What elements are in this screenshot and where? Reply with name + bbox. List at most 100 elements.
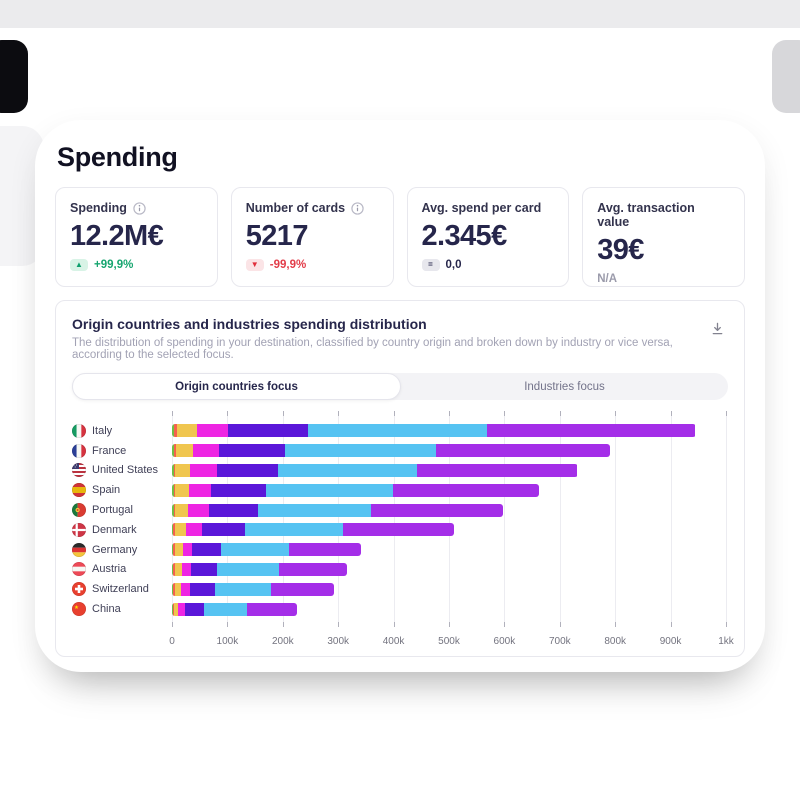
- bar-segment[interactable]: [181, 582, 191, 596]
- bar-segment[interactable]: [175, 523, 186, 537]
- info-icon[interactable]: [351, 201, 364, 215]
- bar-segment[interactable]: [370, 503, 503, 517]
- bar-segment[interactable]: [173, 463, 176, 477]
- bar-segment[interactable]: [188, 503, 209, 517]
- country-label: Spain: [72, 483, 172, 498]
- flag-icon-pt: [72, 503, 86, 518]
- stacked-bar: [172, 483, 539, 497]
- axis-tick: [338, 411, 340, 416]
- info-icon[interactable]: [133, 201, 146, 215]
- chart-row: Denmark: [72, 520, 728, 540]
- bar-segment[interactable]: [188, 483, 211, 497]
- axis-tick: [615, 411, 617, 416]
- bar-segment[interactable]: [284, 444, 436, 458]
- stacked-bar: [172, 424, 696, 438]
- bar-segment[interactable]: [173, 523, 176, 537]
- bar-segment[interactable]: [173, 503, 176, 517]
- bar-segment[interactable]: [184, 602, 204, 616]
- bar-segment[interactable]: [172, 543, 175, 557]
- bar-segment[interactable]: [172, 602, 174, 616]
- page-title: Spending: [57, 142, 178, 172]
- bar-segment[interactable]: [227, 424, 308, 438]
- axis-tick: [615, 622, 617, 627]
- bar-segment[interactable]: [174, 444, 177, 458]
- bar-segment[interactable]: [172, 503, 174, 517]
- bar-segment[interactable]: [178, 602, 185, 616]
- bar-segment[interactable]: [176, 444, 194, 458]
- bar-segment[interactable]: [192, 543, 222, 557]
- bar-segment[interactable]: [172, 523, 174, 537]
- bar-segment[interactable]: [247, 602, 297, 616]
- chart-row: Italy: [72, 421, 728, 441]
- bar-segment[interactable]: [183, 543, 193, 557]
- bar-segment[interactable]: [202, 523, 246, 537]
- bar-segment[interactable]: [203, 602, 248, 616]
- background-card-left: [0, 40, 28, 113]
- bar-segment[interactable]: [196, 424, 228, 438]
- bar-segment[interactable]: [221, 543, 289, 557]
- kpi-value: 5217: [245, 220, 309, 252]
- bar-segment[interactable]: [257, 503, 371, 517]
- stacked-bar: [172, 562, 347, 576]
- bar-segment[interactable]: [172, 582, 175, 596]
- bar-segment[interactable]: [245, 523, 343, 537]
- kpi-delta-text: -99,9%: [269, 259, 307, 272]
- x-axis-label: 0: [169, 636, 175, 647]
- bar-segment[interactable]: [173, 602, 179, 616]
- bar-segment[interactable]: [185, 523, 203, 537]
- bar-segment[interactable]: [190, 582, 216, 596]
- bar-segment[interactable]: [288, 543, 361, 557]
- bar-segment[interactable]: [216, 562, 279, 576]
- bar-segment[interactable]: [191, 562, 217, 576]
- bar-segment[interactable]: [174, 562, 182, 576]
- bar-segment[interactable]: [173, 483, 176, 497]
- axis-tick: [449, 411, 450, 416]
- bar-segment[interactable]: [278, 562, 347, 576]
- stacked-bar-chart: Italy France United States Spain: [72, 411, 734, 647]
- bar-segment[interactable]: [176, 424, 197, 438]
- bar-segment[interactable]: [174, 543, 184, 557]
- tab-industries-focus[interactable]: Industries focus: [401, 373, 728, 400]
- axis-tick: [504, 411, 506, 416]
- axis-tick: [726, 622, 727, 627]
- bar-segment[interactable]: [172, 543, 173, 557]
- bar-segment[interactable]: [172, 444, 175, 458]
- download-button[interactable]: [709, 320, 726, 340]
- bar-segment[interactable]: [175, 463, 191, 477]
- bar-segment[interactable]: [174, 582, 182, 596]
- bar-segment[interactable]: [172, 483, 174, 497]
- bar-segment[interactable]: [181, 562, 192, 576]
- bar-segment[interactable]: [172, 582, 173, 596]
- bar-segment[interactable]: [193, 444, 220, 458]
- bar-segment[interactable]: [175, 503, 189, 517]
- bar-segment[interactable]: [175, 483, 189, 497]
- bar-segment[interactable]: [416, 463, 578, 477]
- bar-segment[interactable]: [270, 582, 334, 596]
- bar-segment[interactable]: [215, 582, 271, 596]
- flag-icon-ch: [72, 582, 86, 597]
- bar-segment[interactable]: [217, 463, 278, 477]
- tab-origin-countries-focus[interactable]: Origin countries focus: [72, 373, 401, 400]
- bar-segment[interactable]: [435, 444, 610, 458]
- bar-segment[interactable]: [266, 483, 393, 497]
- bar-segment[interactable]: [393, 483, 539, 497]
- bar-segment[interactable]: [277, 463, 417, 477]
- bar-segment[interactable]: [208, 503, 258, 517]
- trend-up-icon: ▲: [70, 259, 88, 272]
- bar-segment[interactable]: [190, 463, 218, 477]
- flag-icon-us: [72, 463, 86, 478]
- bar-segment[interactable]: [307, 424, 488, 438]
- bar-segment[interactable]: [172, 562, 173, 576]
- bar-segment[interactable]: [172, 463, 174, 477]
- bar-segment[interactable]: [219, 444, 285, 458]
- bar-segment[interactable]: [342, 523, 454, 537]
- bar-segment[interactable]: [172, 602, 173, 616]
- flag-icon-at: [72, 562, 86, 577]
- bar-segment[interactable]: [172, 562, 175, 576]
- chart-row: United States: [72, 461, 728, 481]
- bar-segment[interactable]: [487, 424, 696, 438]
- bar-segment[interactable]: [174, 424, 177, 438]
- bar-segment[interactable]: [172, 424, 175, 438]
- bar-segment[interactable]: [210, 483, 267, 497]
